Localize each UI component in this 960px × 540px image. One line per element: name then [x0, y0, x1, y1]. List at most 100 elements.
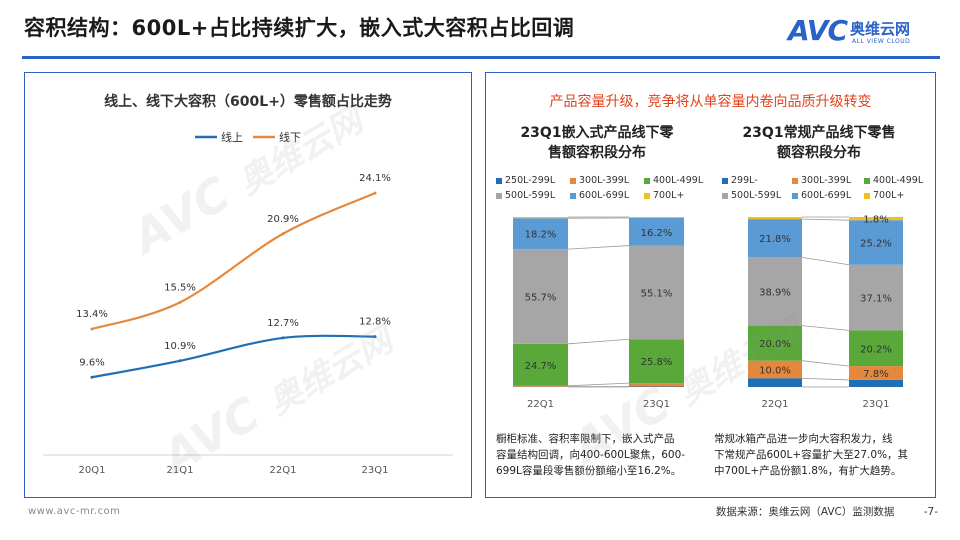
legend-swatch [496, 177, 502, 184]
legend-item: 700L+ [864, 190, 930, 201]
legend-label: 300L-399L [579, 175, 630, 186]
data-point [373, 335, 377, 339]
legend-label: 线上 [221, 130, 243, 144]
x-tick-label: 20Q1 [79, 465, 106, 476]
data-point [281, 336, 285, 340]
series-line-线上 [91, 334, 376, 379]
line-chart: 线上 线下 20Q1 21Q1 22Q1 23Q1 9.6% 10.9% 12.7% 12.8% 1… [43, 130, 453, 476]
bar-segment-500L-599L [629, 245, 684, 340]
bar-segment-700L+ [748, 217, 802, 220]
data-point [178, 359, 182, 363]
data-point [90, 375, 94, 379]
legend-swatch [722, 177, 728, 184]
legend-swatch [792, 192, 798, 199]
segment-label: 25.8% [641, 357, 673, 368]
segment-label: 20.0% [759, 339, 791, 350]
segment-label: 10.0% [759, 365, 791, 376]
segment-label: 7.8% [863, 369, 888, 380]
caption-1-line-2: 容量结构回调，向400-600L聚焦，600- [496, 449, 686, 461]
line-chart-panel: 线上、线下大容积（600L+）零售额占比走势 线上 线下 20Q1 21Q1 22Q1 2… [24, 72, 472, 498]
x-tick-label: 22Q1 [527, 399, 554, 410]
bar-segment-700L+ [849, 217, 903, 221]
segment-label: 24.7% [525, 361, 557, 372]
caption-1-line-3: 699L容量段零售额份额缩小至16.2%。 [496, 465, 682, 477]
segment-label: 55.7% [525, 292, 557, 303]
legend-item: 300L-399L [570, 175, 638, 186]
bar-chart-2-title: 23Q1常规产品线下零售 额容积段分布 [714, 123, 924, 163]
legend-swatch [644, 192, 650, 199]
legend-label: 500L-599L [505, 190, 556, 201]
bar-chart-2-caption: 常规冰箱产品进一步向大容积发力，线 下常规产品600L+容量扩大至27.0%，其… [714, 431, 928, 479]
legend-label: 600L-699L [579, 190, 630, 201]
logo-en: ALL VIEW CLOUD [852, 38, 911, 45]
avc-logo: AVC 奥维云网 ALL VIEW CLOUD [788, 14, 938, 54]
legend-item: 400L-499L [864, 175, 930, 186]
bar-segment-400L-499L [748, 325, 802, 361]
legend-item: 300L-399L [792, 175, 858, 186]
bar-segment-400L-499L [629, 339, 684, 384]
bar-segment-299L- [849, 379, 903, 387]
legend-item: 600L-699L [792, 190, 858, 201]
data-label: 15.5% [164, 282, 196, 293]
x-tick-label: 21Q1 [167, 465, 194, 476]
source-footer: 数据来源：奥维云网（AVC）监测数据 -7- [716, 504, 938, 519]
legend-item: 299L- [722, 175, 786, 186]
legend-label: 299L- [731, 175, 758, 186]
data-source: 数据来源：奥维云网（AVC）监测数据 [715, 506, 895, 518]
legend-item: 500L-599L [722, 190, 786, 201]
data-point [373, 191, 377, 195]
legend-label: 400L-499L [873, 175, 924, 186]
bar-segment-600L-699L [748, 219, 802, 258]
caption-2-line-3: 中700L+产品份额1.8%，有扩大趋势。 [714, 465, 902, 477]
x-tick-label: 23Q1 [863, 399, 890, 410]
data-label: 20.9% [267, 214, 299, 225]
line-chart-title: 线上、线下大容积（600L+）零售额占比走势 [104, 94, 392, 110]
bar-segment-299L- [748, 378, 802, 387]
bar-segment-300L-399L [849, 366, 903, 380]
bar-segment-500L-599L [748, 257, 802, 326]
legend-swatch [496, 192, 502, 199]
bar-segment-600L-699L [513, 218, 568, 250]
bar-segment-600L-699L [629, 218, 684, 246]
series-line-线下 [91, 192, 376, 331]
legend-label: 700L+ [653, 190, 685, 201]
legend-swatch [722, 192, 728, 199]
legend-label: 700L+ [873, 190, 905, 201]
x-tick-label: 22Q1 [270, 465, 297, 476]
data-label: 9.6% [79, 357, 104, 368]
connector-line [801, 360, 850, 367]
data-label: 24.1% [359, 173, 391, 184]
bar-chart-1-title: 23Q1嵌入式产品线下零 售额容积段分布 [492, 123, 702, 163]
right-panel-headline: 产品容量升级，竞争将从单容量内卷向品质升级转变 [549, 94, 872, 110]
bar-chart-2-title-line2: 额容积段分布 [777, 145, 861, 161]
legend-item: 600L-699L [570, 190, 638, 201]
x-tick-label: 22Q1 [762, 399, 789, 410]
stacked-bar-charts: 24.7% 55.7% 18.2% 22Q1 25.8% 55.1% 16.2% 23Q1 10… [513, 215, 903, 410]
data-label: 12.7% [267, 318, 299, 329]
bar-segment-300L-399L [513, 385, 568, 387]
data-point [90, 327, 94, 331]
stacked-bar-panel: 产品容量升级，竞争将从单容量内卷向品质升级转变 23Q1嵌入式产品线下零 售额容… [485, 72, 936, 498]
data-point [178, 300, 182, 304]
bar-segment-300L-399L [748, 360, 802, 379]
data-label: 12.8% [359, 317, 391, 328]
connector-line [801, 218, 850, 221]
bar-segment-700L+ [629, 217, 684, 219]
legend-label: 线下 [279, 130, 301, 144]
bar-segment-300L-399L [629, 383, 684, 387]
legend-swatch [864, 177, 870, 184]
segment-label: 16.2% [641, 228, 673, 239]
segment-label: 18.2% [525, 230, 557, 241]
legend-swatch [864, 192, 870, 199]
segment-label: 25.2% [860, 238, 892, 249]
bar-chart-1-title-line2: 售额容积段分布 [548, 145, 646, 161]
bar-segment-500L-599L [513, 249, 568, 344]
legend-label: 300L-399L [801, 175, 852, 186]
bar-segment-500L-599L [849, 264, 903, 331]
legend-item: 400L-499L [644, 175, 712, 186]
bar-chart-1-title-line1: 23Q1嵌入式产品线下零 [520, 125, 674, 141]
bar-chart-1-legend: 250L-299L 300L-399L 400L-499L 500L-599L 600L… [496, 175, 712, 201]
page-number: -7- [923, 506, 938, 518]
legend-label: 600L-699L [801, 190, 852, 201]
segment-label: 21.8% [759, 234, 791, 245]
